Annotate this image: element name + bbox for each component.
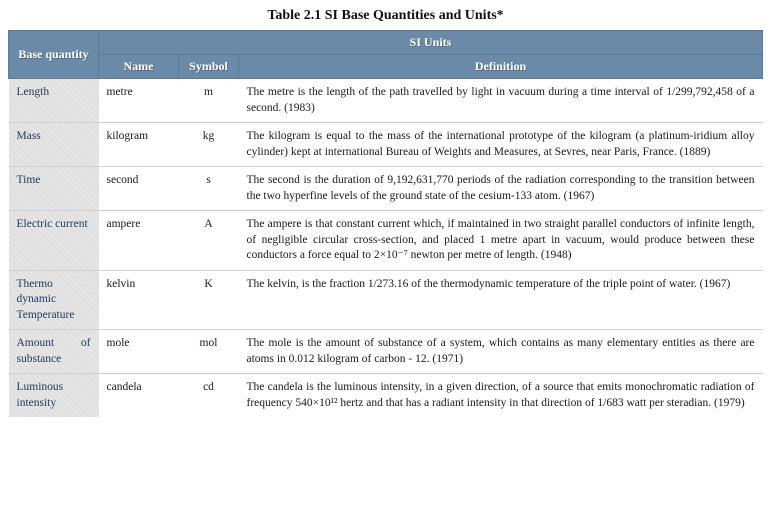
cell-name: kilogram [99,123,179,167]
cell-quantity: Luminous intensity [9,374,99,418]
cell-quantity: Length [9,79,99,123]
cell-quantity: Amount of substance [9,330,99,374]
header-si-units: SI Units [99,31,763,55]
table-row: Luminous intensity candela cd The candel… [9,374,763,418]
table-row: Length metre m The metre is the length o… [9,79,763,123]
header-definition: Definition [239,55,763,79]
table-row: Amount of substance mole mol The mole is… [9,330,763,374]
table-row: Thermo dynamic Temperature kelvin K The … [9,270,763,330]
cell-definition: The second is the duration of 9,192,631,… [239,167,763,211]
cell-name: kelvin [99,270,179,330]
table-title: Table 2.1 SI Base Quantities and Units* [8,8,763,24]
cell-name: mole [99,330,179,374]
cell-symbol: K [179,270,239,330]
cell-symbol: cd [179,374,239,418]
cell-symbol: A [179,211,239,271]
cell-name: ampere [99,211,179,271]
cell-name: second [99,167,179,211]
cell-symbol: s [179,167,239,211]
cell-definition: The mole is the amount of substance of a… [239,330,763,374]
table-row: Mass kilogram kg The kilogram is equal t… [9,123,763,167]
cell-quantity: Thermo dynamic Temperature [9,270,99,330]
cell-quantity: Time [9,167,99,211]
table-body: Length metre m The metre is the length o… [9,79,763,418]
si-units-table: Base quantity SI Units Name Symbol Defin… [8,30,763,417]
cell-name: metre [99,79,179,123]
cell-definition: The candela is the luminous intensity, i… [239,374,763,418]
cell-definition: The metre is the length of the path trav… [239,79,763,123]
cell-symbol: kg [179,123,239,167]
cell-definition: The ampere is that constant current whic… [239,211,763,271]
table-row: Time second s The second is the duration… [9,167,763,211]
header-symbol: Symbol [179,55,239,79]
cell-name: candela [99,374,179,418]
cell-symbol: m [179,79,239,123]
header-name: Name [99,55,179,79]
cell-symbol: mol [179,330,239,374]
cell-definition: The kilogram is equal to the mass of the… [239,123,763,167]
table-row: Electric current ampere A The ampere is … [9,211,763,271]
cell-definition: The kelvin, is the fraction 1/273.16 of … [239,270,763,330]
header-base-quantity: Base quantity [9,31,99,79]
cell-quantity: Mass [9,123,99,167]
cell-quantity: Electric current [9,211,99,271]
